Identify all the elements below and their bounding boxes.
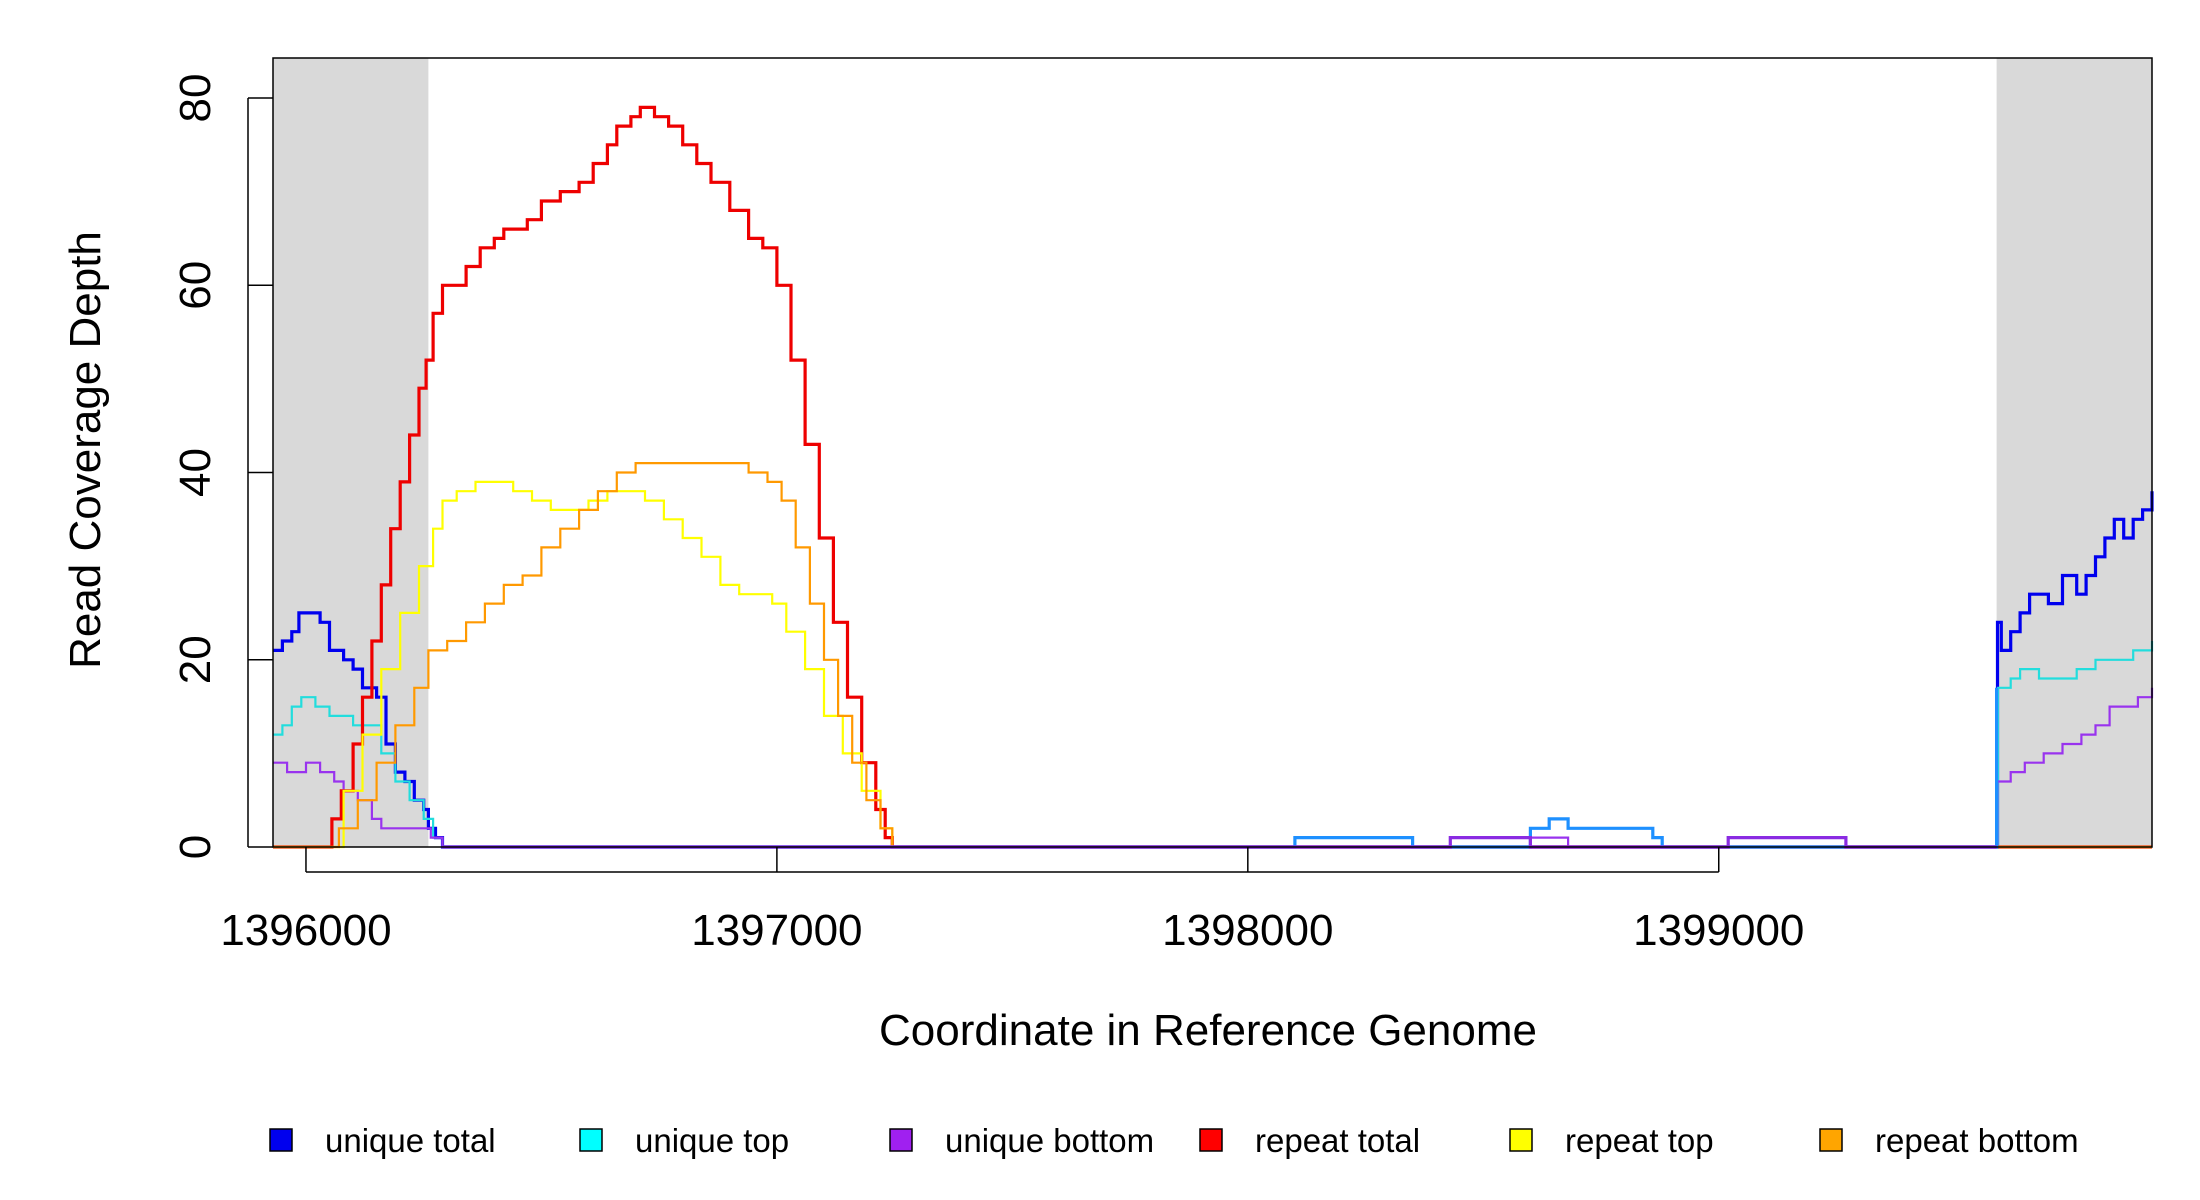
legend-swatch <box>1509 1128 1533 1152</box>
y-tick-label: 60 <box>171 261 220 310</box>
series-dodgerblue-overlay <box>442 687 1999 849</box>
y-tick-label: 40 <box>171 448 220 497</box>
legend-item-repeat-top: repeat top <box>1509 1122 1714 1159</box>
legend-item-repeat-bottom: repeat bottom <box>1819 1122 2079 1159</box>
y-tick-label: 0 <box>171 835 220 859</box>
legend-swatch <box>579 1128 603 1152</box>
x-axis-label: Coordinate in Reference Genome <box>879 1006 1537 1055</box>
legend-swatch <box>889 1128 913 1152</box>
y-tick-label: 80 <box>171 74 220 123</box>
x-tick-label: 1396000 <box>220 906 391 955</box>
series-unique-total <box>273 491 2154 849</box>
legend-item-repeat-total: repeat total <box>1199 1122 1420 1159</box>
series-lines <box>273 105 2154 849</box>
y-tick-label: 20 <box>171 635 220 684</box>
legend-label: unique total <box>325 1122 496 1159</box>
x-tick-label: 1397000 <box>691 906 862 955</box>
legend: unique total unique top unique bottom repea… <box>269 1122 2079 1159</box>
legend-label: repeat top <box>1565 1122 1714 1159</box>
legend-label: repeat total <box>1255 1122 1420 1159</box>
legend-swatch <box>269 1128 293 1152</box>
series-repeat-total <box>273 105 2152 849</box>
legend-swatch <box>1819 1128 1843 1152</box>
shaded-region-1 <box>1996 58 2152 847</box>
legend-swatch <box>1199 1128 1223 1152</box>
legend-item-unique-bottom: unique bottom <box>889 1122 1154 1159</box>
x-tick-label: 1398000 <box>1162 906 1333 955</box>
x-tick-label: 1399000 <box>1633 906 1804 955</box>
x-axis: 1396000 1397000 1398000 1399000 <box>220 847 1804 955</box>
y-axis-label: Read Coverage Depth <box>61 231 110 669</box>
legend-label: repeat bottom <box>1875 1122 2079 1159</box>
series-repeat-bottom <box>273 462 2152 849</box>
legend-label: unique top <box>635 1122 789 1159</box>
legend-item-unique-total: unique total <box>269 1122 496 1159</box>
plot-frame <box>272 57 2153 848</box>
y-axis: 0 20 40 60 80 <box>171 74 273 859</box>
shaded-regions <box>273 58 2152 847</box>
legend-item-unique-top: unique top <box>579 1122 789 1159</box>
series-repeat-top <box>273 480 2152 849</box>
series-unique-top <box>273 641 2154 849</box>
shaded-region-0 <box>273 58 429 847</box>
legend-label: unique bottom <box>945 1122 1154 1159</box>
series-unique-bottom <box>273 687 2154 849</box>
